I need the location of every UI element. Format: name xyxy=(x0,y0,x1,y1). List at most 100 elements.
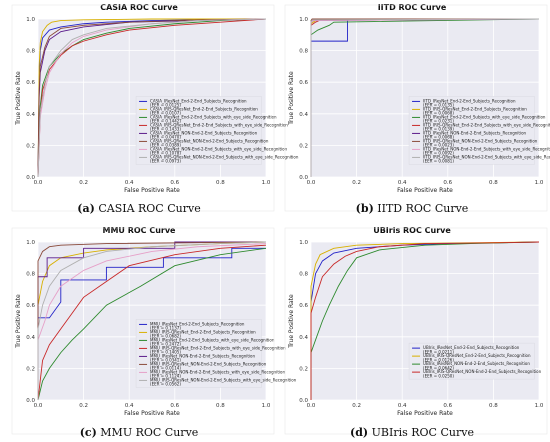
x-tick-label: 0.4 xyxy=(398,403,407,409)
roc-curve-series-7 xyxy=(37,243,267,400)
x-tick-label: 0.2 xyxy=(352,180,361,186)
roc-curve-series-3 xyxy=(37,18,267,178)
legend-entry-label: MMU_IRIS-QResNet_NON-End-2-End_Subjects_… xyxy=(150,377,297,382)
y-tick-label: 0.0 xyxy=(26,398,35,404)
legend-entry-label: MMU_IRIS-QResNet_End-2-End_Subjects_Reco… xyxy=(150,329,256,334)
y-tick-label: 0.2 xyxy=(299,366,308,372)
x-tick-label: 0.2 xyxy=(352,403,361,409)
legend-entry-eer: (EER = 0.0642) xyxy=(423,365,454,370)
caption-text: MMU ROC Curve xyxy=(100,426,198,439)
legend-entry-eer: (EER = 0.0389) xyxy=(150,143,181,148)
legend-entry-eer: (EER = 0.0068) xyxy=(423,135,454,140)
legend-entry-label: IITD_IRIS-QResNet_NON-End-2-End_Subjects… xyxy=(423,154,550,159)
x-tick-label: 1.0 xyxy=(262,403,271,409)
legend-box xyxy=(408,342,535,380)
legend-entry-eer: (EER = 0.0211) xyxy=(423,349,454,354)
x-tick-label: 0.4 xyxy=(125,180,134,186)
y-axis-label: True Positive Rate xyxy=(15,71,22,126)
legend-entry-label: CASIA_IRIS-QResNet_NON-End-2-End_Subject… xyxy=(150,154,299,159)
roc-curve-series-8 xyxy=(310,18,540,177)
legend-entry-eer: (EER = 0.0562) xyxy=(150,382,181,387)
caption-tag: (d) xyxy=(350,426,368,439)
x-tick-label: 0.2 xyxy=(79,180,88,186)
y-tick-label: 0.6 xyxy=(299,80,308,86)
legend-entry-eer: (EER = 0.0470) xyxy=(150,135,181,140)
y-tick-label: 0.8 xyxy=(299,272,308,278)
roc-curve-series-2 xyxy=(37,18,266,178)
y-tick-label: 0.8 xyxy=(26,272,35,278)
legend-entry-eer: (EER = 0.1137) xyxy=(150,326,181,331)
y-tick-label: 0.8 xyxy=(299,49,308,55)
x-tick-label: 1.0 xyxy=(262,180,271,186)
chart-title: CASIA ROC Curve xyxy=(100,3,178,12)
x-tick-label: 0.6 xyxy=(170,180,179,186)
legend-entry-label: CASIA_IRIS-QResNet_NON-End-2-End_Subject… xyxy=(150,138,269,143)
roc-curve-series-4 xyxy=(37,244,267,401)
roc-curve-series-1 xyxy=(37,247,266,400)
legend-entry-eer: (EER = 0.1442) xyxy=(150,119,181,124)
y-tick-label: 0.0 xyxy=(26,175,35,181)
legend-entry-eer: (EER = 0.0125) xyxy=(150,103,181,108)
y-tick-label: 0.4 xyxy=(299,112,308,118)
x-tick-label: 0.2 xyxy=(79,403,88,409)
legend-entry-label: MMU_IResNet_End-2-End_Subjects_with_eye_… xyxy=(150,337,275,342)
caption: (a) CASIA ROC Curve xyxy=(77,202,200,215)
x-tick-label: 0.0 xyxy=(307,180,316,186)
y-tick-label: 0.2 xyxy=(299,143,308,149)
legend-box xyxy=(408,96,535,165)
y-tick-label: 0.0 xyxy=(299,398,308,404)
caption-text: IITD ROC Curve xyxy=(377,202,468,215)
x-tick-label: 1.0 xyxy=(535,403,544,409)
x-tick-label: 0.0 xyxy=(34,403,43,409)
caption-tag: (a) xyxy=(77,202,95,215)
y-tick-label: 0.4 xyxy=(26,112,35,118)
roc-curve-series-3 xyxy=(37,247,267,401)
caption: (d) UBIris ROC Curve xyxy=(350,426,474,439)
panel-ubiris: UBIris ROC Curve 0.0 0.2 0.4 0.6 0.8 1.00.00.… xyxy=(284,226,548,439)
caption-tag: (c) xyxy=(80,426,97,439)
legend-entry-label: UBIris_IResNet_End-2-End_Subjects_Recogn… xyxy=(423,345,520,350)
legend-entry-eer: (EER = 0.0973) xyxy=(150,159,181,164)
legend-entry-label: MMU_IResNet_End-2-End_Subjects_Recogniti… xyxy=(150,321,245,326)
caption-tag: (b) xyxy=(356,202,374,215)
legend-box xyxy=(135,319,262,388)
caption-text: CASIA ROC Curve xyxy=(98,202,200,215)
panel-casia: CASIA ROC Curve 0.0 0.2 0.4 0.6 0.8 1.0 0.0 0.2… xyxy=(11,3,299,215)
plot-area: 0.0 0.2 0.4 0.6 0.8 1.0 0.0 0.2 0.4 0.6 0.8 1.0 Fals… xyxy=(284,4,550,212)
x-tick-label: 0.8 xyxy=(216,180,225,186)
legend-entry-label: CASIA_IResNet_End-2-End_Subjects_with_ey… xyxy=(150,114,277,119)
x-tick-label: 0.6 xyxy=(443,180,452,186)
legend-entry-label: CASIA_IResNet_End-2-End_Subjects_Recogni… xyxy=(150,98,247,103)
caption: (b) IITD ROC Curve xyxy=(356,202,469,215)
y-tick-label: 0.6 xyxy=(26,303,35,309)
legend-entry-eer: (EER = 0.0126) xyxy=(423,357,454,362)
legend-entry-label: IITD_IResNet_NON-End-2-End_Subjects_Reco… xyxy=(423,130,526,135)
legend-entry-eer: (EER = 0.0092) xyxy=(423,151,454,156)
roc-curve-series-3 xyxy=(310,241,540,400)
x-tick-label: 0.6 xyxy=(443,403,452,409)
x-axis-label: False Positive Rate xyxy=(124,410,180,417)
legend-entry-label: IITD_IRIS-QResNet_NON-End-2-End_Subjects… xyxy=(423,138,538,143)
x-axis-label: False Positive Rate xyxy=(397,187,453,194)
legend-entry-eer: (EER = 0.0114) xyxy=(150,366,181,371)
x-tick-label: 0.8 xyxy=(489,403,498,409)
legend-entry-eer: (EER = 0.1078) xyxy=(150,151,181,156)
y-tick-label: 0.8 xyxy=(26,49,35,55)
y-tick-label: 0.4 xyxy=(26,335,35,341)
legend-entry-label: IITD_IRIS-QResNet_End-2-End_Subjects_Rec… xyxy=(423,106,527,111)
legend-box xyxy=(135,96,262,165)
x-tick-label: 0.0 xyxy=(34,180,43,186)
roc-curve-series-8 xyxy=(37,241,267,400)
y-tick-label: 0.4 xyxy=(299,335,308,341)
legend-entry-eer: (EER = 0.0068) xyxy=(423,111,454,116)
x-tick-label: 0.8 xyxy=(489,180,498,186)
legend-entry-label: MMU_IRIS-QResNet_NON-End-2-End_Subjects_… xyxy=(150,361,267,366)
x-tick-label: 0.8 xyxy=(216,403,225,409)
y-tick-label: 0.2 xyxy=(26,143,35,149)
y-tick-label: 0.2 xyxy=(26,366,35,372)
y-tick-label: 1.0 xyxy=(26,17,35,23)
legend-entry-eer: (EER = 0.0023) xyxy=(423,143,454,148)
x-tick-label: 0.4 xyxy=(125,403,134,409)
legend-entry-label: CASIA_IResNet_NON-End-2-End_Subjects_wit… xyxy=(150,146,288,151)
legend-entry-label: UBIris_IRIS-QResNet_End-2-End_Subjects_R… xyxy=(423,353,531,358)
